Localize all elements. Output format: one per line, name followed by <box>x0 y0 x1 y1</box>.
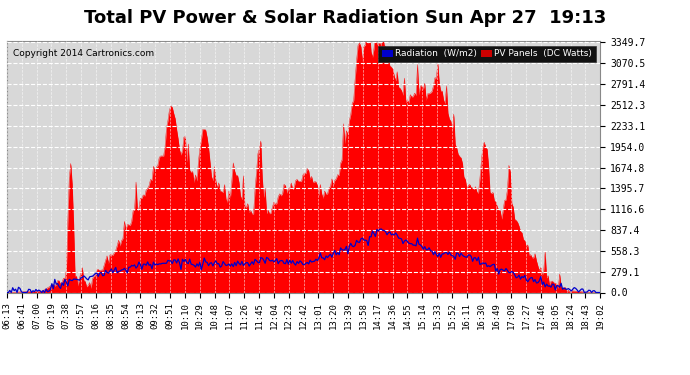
Text: Copyright 2014 Cartronics.com: Copyright 2014 Cartronics.com <box>13 49 154 58</box>
Text: Total PV Power & Solar Radiation Sun Apr 27  19:13: Total PV Power & Solar Radiation Sun Apr… <box>84 9 606 27</box>
Legend: Radiation  (W/m2), PV Panels  (DC Watts): Radiation (W/m2), PV Panels (DC Watts) <box>378 46 595 62</box>
